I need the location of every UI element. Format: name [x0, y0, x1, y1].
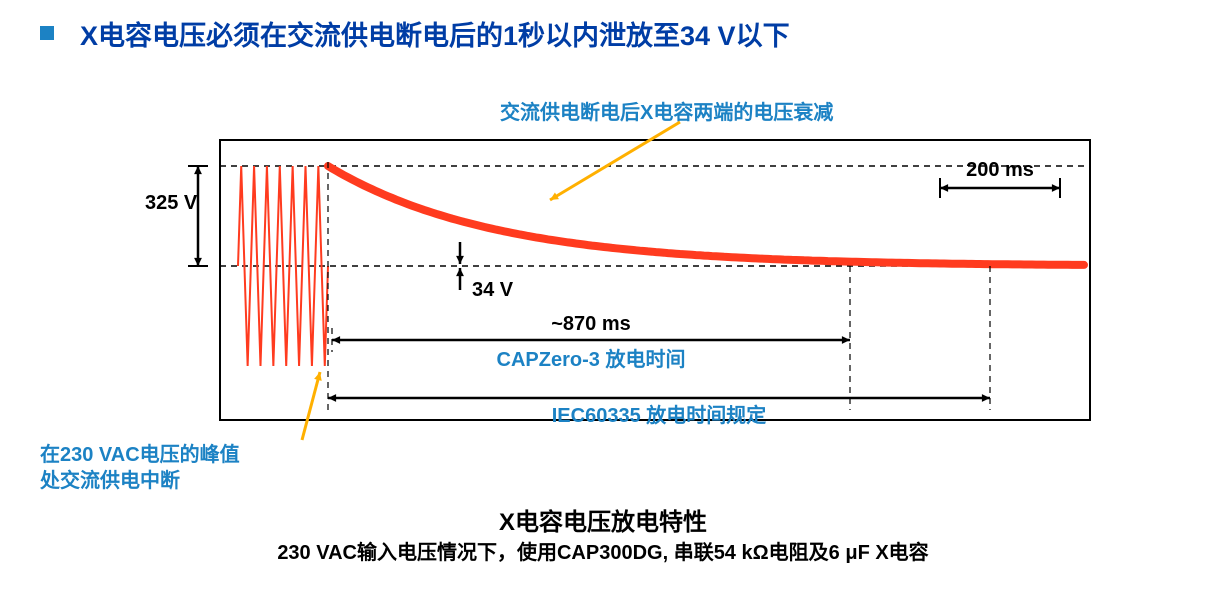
svg-text:34 V: 34 V — [472, 279, 514, 301]
svg-text:~870 ms: ~870 ms — [551, 313, 631, 335]
svg-text:IEC60335 放电时间规定: IEC60335 放电时间规定 — [552, 403, 767, 427]
bullet-square — [40, 26, 54, 40]
page-title: X电容电压必须在交流供电断电后的1秒以内泄放至34 V以下 — [80, 14, 790, 53]
annotation-peak-line1: 在230 VAC电压的峰值 — [40, 438, 240, 467]
svg-text:CAPZero-3 放电时间: CAPZero-3 放电时间 — [497, 347, 686, 371]
caption-subtitle: 230 VAC输入电压情况下，使用CAP300DG, 串联54 kΩ电阻及6 μ… — [0, 536, 1206, 565]
svg-text:200 ms: 200 ms — [966, 159, 1034, 181]
caption-title: X电容电压放电特性 — [0, 502, 1206, 537]
annotation-peak-line2: 处交流供电中断 — [40, 464, 180, 493]
label-325v: 325 V — [145, 192, 197, 215]
discharge-chart: 34 V ~870 ms CAPZero-3 放电时间 IEC60335 放电时间规定… — [220, 140, 1090, 425]
annotation-decay: 交流供电断电后X电容两端的电压衰减 — [500, 96, 833, 125]
